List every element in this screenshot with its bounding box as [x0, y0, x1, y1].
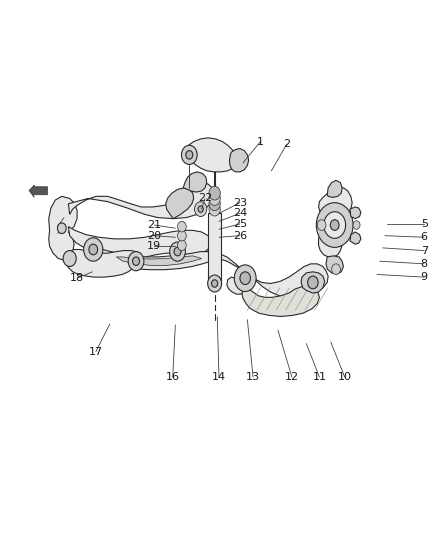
Circle shape	[177, 221, 186, 232]
Polygon shape	[242, 285, 319, 317]
Polygon shape	[183, 172, 207, 192]
Text: 19: 19	[147, 241, 162, 251]
Circle shape	[177, 240, 186, 251]
Circle shape	[332, 264, 340, 274]
Text: 10: 10	[338, 372, 352, 382]
Circle shape	[198, 206, 203, 212]
Text: 18: 18	[70, 273, 84, 283]
Circle shape	[317, 220, 326, 230]
Text: 16: 16	[166, 372, 180, 382]
Circle shape	[63, 251, 76, 266]
Circle shape	[234, 265, 256, 292]
Polygon shape	[350, 232, 361, 244]
Circle shape	[353, 221, 360, 229]
Circle shape	[181, 146, 197, 165]
Text: 21: 21	[147, 220, 162, 230]
Polygon shape	[49, 196, 77, 260]
Text: 24: 24	[233, 208, 247, 219]
Polygon shape	[230, 149, 249, 172]
Text: 6: 6	[421, 232, 428, 243]
Circle shape	[174, 247, 181, 256]
Text: 7: 7	[420, 246, 428, 255]
Text: 2: 2	[283, 139, 290, 149]
Circle shape	[84, 238, 103, 261]
Text: 17: 17	[89, 346, 103, 357]
Circle shape	[330, 220, 339, 230]
Text: 11: 11	[312, 372, 326, 382]
Text: 26: 26	[233, 231, 247, 241]
Text: 1: 1	[257, 136, 264, 147]
Polygon shape	[90, 246, 328, 297]
Circle shape	[209, 186, 220, 200]
Circle shape	[177, 230, 186, 241]
Polygon shape	[64, 249, 141, 277]
Polygon shape	[68, 227, 211, 259]
Text: 20: 20	[147, 231, 162, 241]
Polygon shape	[29, 185, 47, 197]
Text: 12: 12	[285, 372, 299, 382]
Polygon shape	[227, 277, 244, 294]
Text: 22: 22	[198, 193, 212, 204]
Text: 9: 9	[420, 272, 428, 282]
Polygon shape	[301, 272, 325, 293]
Circle shape	[186, 151, 193, 159]
Circle shape	[208, 275, 222, 292]
Circle shape	[212, 280, 218, 287]
Circle shape	[194, 201, 207, 216]
Text: 13: 13	[246, 372, 260, 382]
Circle shape	[240, 272, 251, 285]
Polygon shape	[184, 138, 237, 172]
Text: 25: 25	[233, 219, 247, 229]
Text: 23: 23	[233, 198, 247, 208]
Circle shape	[316, 203, 353, 247]
Circle shape	[209, 197, 220, 211]
Polygon shape	[208, 213, 221, 280]
Circle shape	[307, 276, 318, 289]
Circle shape	[170, 242, 185, 261]
Polygon shape	[318, 187, 352, 257]
Circle shape	[209, 202, 220, 216]
Circle shape	[57, 223, 66, 233]
Polygon shape	[326, 256, 343, 274]
Polygon shape	[166, 188, 194, 219]
Circle shape	[209, 191, 220, 205]
Polygon shape	[68, 182, 215, 219]
Text: 8: 8	[420, 259, 428, 269]
Text: 14: 14	[212, 372, 226, 382]
Circle shape	[133, 257, 140, 265]
Text: 5: 5	[421, 219, 428, 229]
Circle shape	[128, 252, 144, 271]
Polygon shape	[327, 180, 342, 197]
Polygon shape	[350, 207, 361, 219]
Polygon shape	[117, 256, 201, 265]
Circle shape	[324, 212, 346, 238]
Circle shape	[89, 244, 98, 255]
